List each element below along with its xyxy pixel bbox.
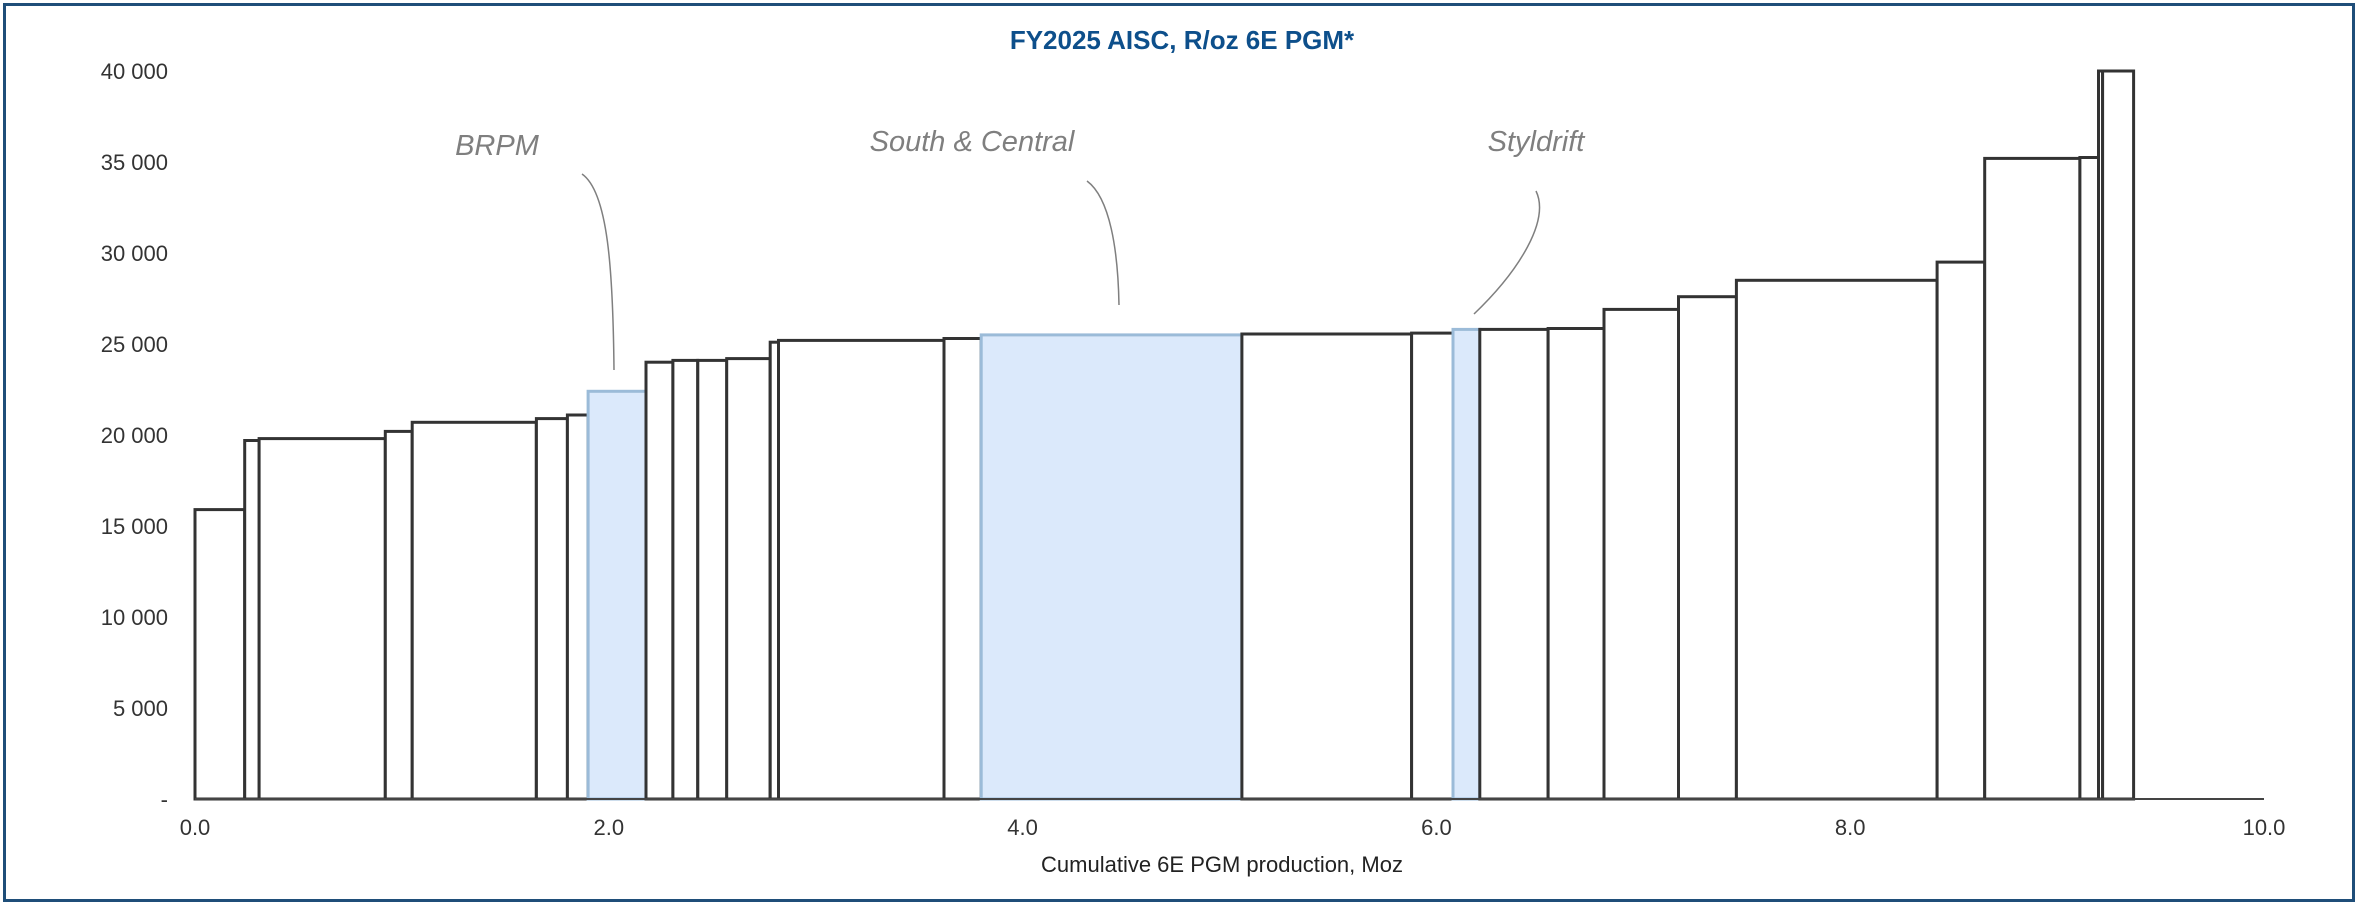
bar — [1983, 156, 2082, 801]
y-tick-label: 20 000 — [101, 423, 168, 448]
bar — [671, 358, 700, 801]
bar — [257, 437, 387, 801]
annotation-leader-line — [1473, 190, 1541, 315]
bar — [1677, 295, 1738, 801]
y-tick-label: 15 000 — [101, 514, 168, 539]
x-tick-label: 8.0 — [1835, 815, 1866, 840]
x-tick-label: 6.0 — [1421, 815, 1452, 840]
x-tick-label: 0.0 — [180, 815, 211, 840]
annotation-label-styldrift: Styldrift — [1488, 126, 1587, 158]
annotation-label-brpm: BRPM — [455, 130, 540, 162]
bar — [725, 357, 772, 801]
highlighted-bar-south-central — [979, 333, 1244, 801]
y-tick-label: 40 000 — [101, 59, 168, 84]
bar — [565, 413, 590, 801]
bar — [1410, 331, 1455, 801]
y-tick-label: 10 000 — [101, 605, 168, 630]
bar — [534, 417, 569, 801]
axes-layer: - 5 000 10 000 15 000 20 000 25 000 30 000 35 0… — [101, 59, 2286, 840]
bar — [1546, 327, 1606, 801]
bar — [1935, 260, 1987, 801]
x-tick-label: 10.0 — [2243, 815, 2286, 840]
bar — [1478, 327, 1550, 801]
bar — [410, 420, 538, 801]
highlighted-bar-brpm — [586, 389, 648, 801]
bar — [243, 439, 261, 801]
bar — [193, 508, 247, 801]
y-tick-label: - — [161, 787, 168, 812]
bar — [2101, 69, 2136, 801]
bar — [2078, 156, 2100, 801]
annotation-leader-line — [581, 173, 615, 371]
y-tick-label: 35 000 — [101, 150, 168, 175]
bar — [942, 337, 983, 801]
bar — [1602, 307, 1680, 801]
bar — [1734, 278, 1939, 801]
bar — [777, 338, 946, 801]
highlighted-bar-styldrift — [1451, 327, 1482, 801]
x-tick-label: 2.0 — [594, 815, 625, 840]
bar — [383, 429, 414, 801]
y-tick-label: 30 000 — [101, 241, 168, 266]
annotation-leader-line — [1086, 180, 1120, 306]
bars-layer — [193, 69, 2136, 801]
bar — [644, 360, 675, 801]
y-tick-label: 5 000 — [113, 696, 168, 721]
annotation-label-south-central: South & Central — [870, 126, 1076, 158]
x-tick-label: 4.0 — [1007, 815, 1038, 840]
y-tick-label: 25 000 — [101, 332, 168, 357]
x-axis-label: Cumulative 6E PGM production, Moz — [1041, 852, 1403, 877]
bar — [696, 358, 729, 801]
annotations-layer: BRPM South & Central Styldrift — [455, 126, 1587, 371]
chart-title: FY2025 AISC, R/oz 6E PGM* — [1010, 25, 1355, 55]
chart-frame — [3, 3, 2355, 902]
bar — [1240, 332, 1414, 801]
